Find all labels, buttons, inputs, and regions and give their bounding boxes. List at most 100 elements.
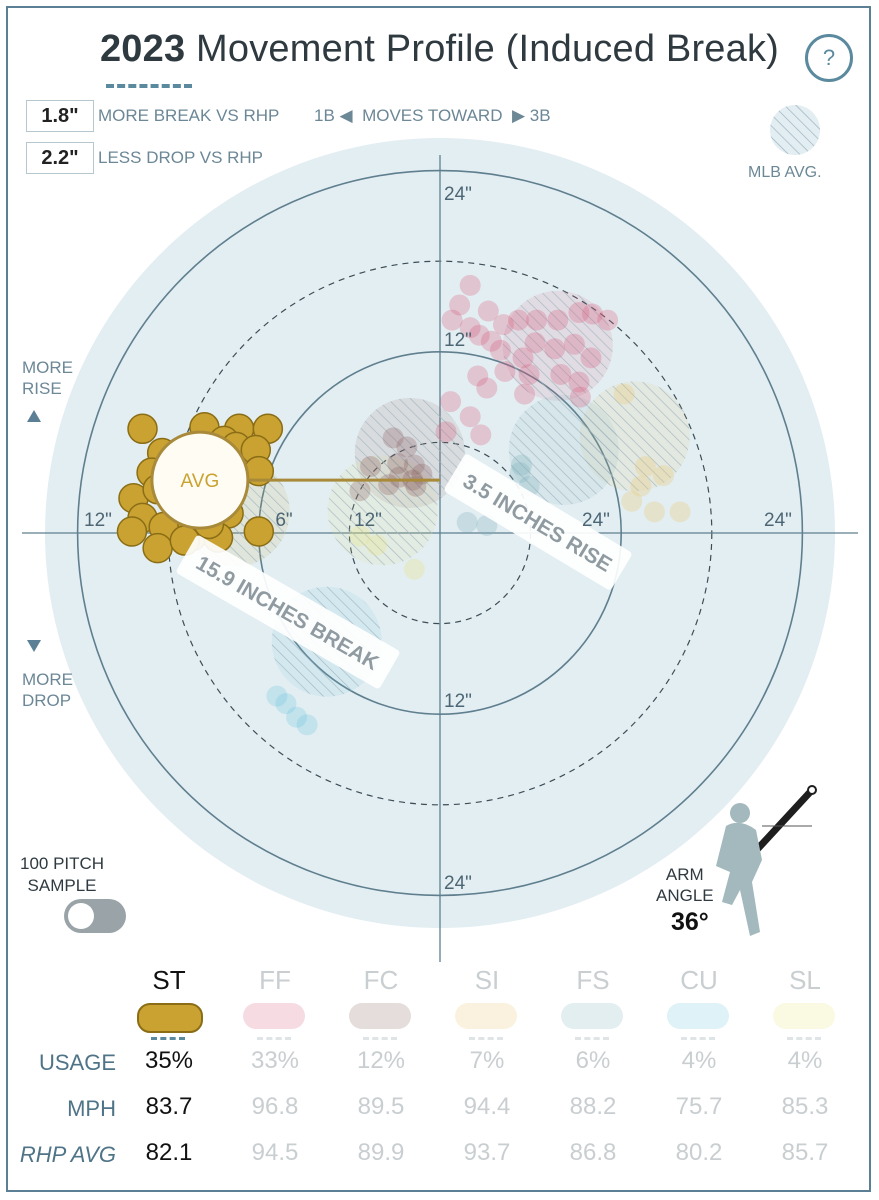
rhp-avg-value: 86.8 bbox=[569, 1139, 617, 1166]
pitcher-body bbox=[716, 822, 762, 936]
pitch-swatch-dash bbox=[257, 1037, 291, 1040]
tick-label: 24" bbox=[444, 873, 472, 894]
usage-value: 7% bbox=[469, 1047, 505, 1074]
pitch-point-ff bbox=[550, 363, 572, 385]
usage-value: 35% bbox=[144, 1047, 194, 1074]
pitch-point-ff bbox=[480, 330, 502, 352]
pitch-point-ff bbox=[512, 347, 534, 369]
pitch-point-fs bbox=[456, 511, 478, 533]
pitch-point-ff bbox=[526, 309, 548, 331]
pitch-point-cu bbox=[286, 706, 308, 728]
mlb-avg-hatch-ff bbox=[502, 290, 613, 401]
pitch-point-fs bbox=[509, 462, 531, 484]
pitch-point-sl bbox=[403, 558, 425, 580]
page-title: 2023 Movement Profile (Induced Break) bbox=[0, 28, 879, 71]
pitch-point-ff bbox=[597, 309, 619, 331]
arm-angle-line2: ANGLE bbox=[656, 886, 714, 905]
pitch-swatch bbox=[137, 1003, 203, 1033]
pitch-point-fs bbox=[511, 454, 533, 476]
pitch-point-ff bbox=[568, 302, 590, 324]
pitch-point-ff bbox=[508, 309, 530, 331]
pitch-point-ff bbox=[476, 377, 498, 399]
sample-label: 100 PITCH SAMPLE bbox=[20, 853, 104, 897]
pitch-code: CU bbox=[680, 965, 718, 995]
mlb-avg-legend-swatch bbox=[770, 105, 820, 155]
arm-angle-label: ARM ANGLE bbox=[656, 864, 714, 906]
sample-toggle[interactable] bbox=[64, 899, 126, 933]
rise-annotation-bg bbox=[444, 454, 632, 590]
pitch-point-ff bbox=[514, 383, 536, 405]
pitch-point-fc bbox=[378, 474, 400, 496]
more-rise-label: MORE RISE bbox=[22, 357, 73, 399]
pitch-point-fc bbox=[349, 480, 371, 502]
arrow-right-icon: ▶ bbox=[511, 106, 526, 125]
break-diff-value: 1.8" bbox=[26, 100, 94, 132]
row-label-usage: USAGE bbox=[38, 1050, 116, 1075]
pitch-point-ff bbox=[467, 365, 489, 387]
more-drop-label: MORE DROP bbox=[22, 669, 73, 711]
rhp-avg-value: 82.1 bbox=[145, 1139, 193, 1166]
pitch-point-st bbox=[243, 516, 275, 547]
avg-marker bbox=[150, 430, 250, 530]
pitch-code: SL bbox=[789, 965, 821, 995]
pitch-swatch bbox=[667, 1003, 729, 1029]
pitch-point-ff bbox=[459, 317, 481, 339]
pitch-point-ff bbox=[547, 309, 569, 331]
pitch-point-cu bbox=[275, 693, 297, 715]
direction-middle: MOVES TOWARD bbox=[362, 106, 503, 125]
help-button[interactable]: ? bbox=[805, 34, 853, 82]
rhp-avg-value: 94.5 bbox=[251, 1139, 299, 1166]
usage-value: 6% bbox=[575, 1047, 611, 1074]
more-rise-line2: RISE bbox=[22, 379, 62, 398]
pitch-point-ff bbox=[441, 309, 463, 331]
pitch-point-si bbox=[630, 475, 652, 497]
pitch-point-fc bbox=[388, 466, 410, 488]
pitch-point-ff bbox=[440, 391, 462, 413]
pitch-code: FS bbox=[576, 965, 610, 995]
tick-label: 12" bbox=[354, 510, 382, 531]
pitch-swatch-dash bbox=[363, 1037, 397, 1040]
mph-value: 89.5 bbox=[357, 1093, 405, 1120]
pitch-point-ff bbox=[459, 274, 481, 296]
more-drop-line2: DROP bbox=[22, 691, 72, 710]
sample-label-line2: SAMPLE bbox=[27, 876, 97, 895]
pitch-point-ff bbox=[492, 314, 514, 336]
avg-label: AVG bbox=[181, 471, 220, 492]
pitch-swatch-dash bbox=[469, 1037, 503, 1040]
pitch-point-ff bbox=[580, 347, 602, 369]
pitcher-head bbox=[730, 803, 750, 823]
pitch-point-ff bbox=[544, 338, 566, 360]
pitch-point-si bbox=[652, 465, 674, 487]
mlb-avg-legend-label: MLB AVG. bbox=[748, 164, 822, 181]
tick-label: 6" bbox=[275, 510, 292, 531]
pitch-swatch bbox=[455, 1003, 517, 1029]
pitch-point-si bbox=[621, 490, 643, 512]
pitch-point-cu bbox=[266, 685, 288, 707]
pitch-swatch bbox=[773, 1003, 835, 1029]
pitch-point-ff bbox=[582, 303, 604, 325]
title-year: 2023 bbox=[99, 28, 186, 70]
pitch-point-ff bbox=[518, 363, 540, 385]
tick-label: 12" bbox=[444, 330, 472, 351]
pitch-point-ff bbox=[435, 421, 457, 443]
pitch-point-fc bbox=[403, 454, 425, 476]
mph-value: 88.2 bbox=[569, 1093, 617, 1120]
pitch-point-ff bbox=[449, 294, 471, 316]
pitch-point-ff bbox=[569, 386, 591, 408]
pitch-point-sl bbox=[349, 525, 371, 547]
direction-legend: 1B ◀ MOVES TOWARD ▶ 3B bbox=[314, 106, 551, 126]
pitcher-silhouette-icon bbox=[716, 785, 817, 936]
usage-value: 4% bbox=[787, 1047, 823, 1074]
arm-angle-line1: ARM bbox=[665, 865, 704, 884]
direction-left: 1B bbox=[314, 106, 335, 125]
drop-diff-value: 2.2" bbox=[26, 142, 94, 174]
tick-label: 12" bbox=[444, 691, 472, 712]
arm-angle-dot bbox=[807, 785, 817, 795]
title-text: Movement Profile (Induced Break) bbox=[196, 28, 780, 70]
pitch-point-st bbox=[116, 516, 148, 547]
pitch-point-ff bbox=[563, 333, 585, 355]
arrow-left-icon: ◀ bbox=[339, 106, 353, 125]
pitch-point-st bbox=[127, 413, 158, 445]
mph-value: 96.8 bbox=[251, 1093, 299, 1120]
down-arrow-icon bbox=[27, 640, 41, 652]
